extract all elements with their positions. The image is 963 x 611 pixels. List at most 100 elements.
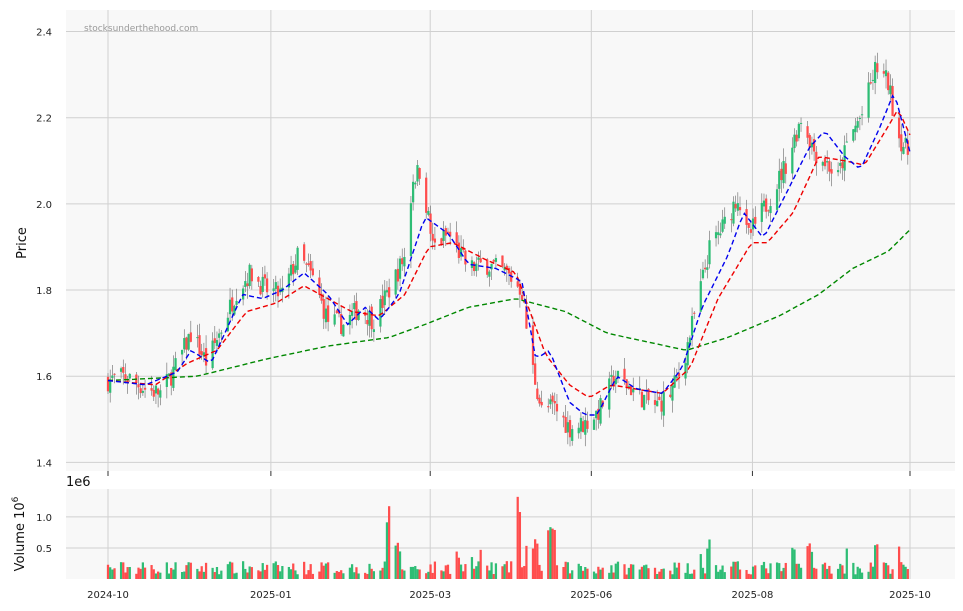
volume-bar: [534, 539, 537, 579]
volume-bar: [699, 554, 702, 579]
volume-bar: [414, 566, 417, 579]
candle-body: [564, 417, 567, 433]
candle-body: [852, 129, 855, 141]
volume-bar: [693, 569, 696, 579]
volume-bar: [444, 565, 447, 579]
candle-body: [333, 314, 336, 325]
volume-bars: [106, 496, 909, 579]
volume-bar: [364, 572, 367, 579]
volume-bar: [614, 563, 617, 579]
volume-bar: [388, 506, 391, 579]
candle-body: [754, 216, 757, 224]
candle-body: [784, 163, 787, 174]
volume-bar: [841, 565, 844, 579]
candle-body: [906, 140, 909, 155]
volume-bar: [616, 561, 620, 579]
candle-body: [858, 118, 861, 120]
volume-bar: [627, 567, 630, 579]
volume-bar: [475, 566, 478, 579]
volume-bar: [745, 569, 748, 579]
volume-bar: [778, 563, 781, 579]
volume-bar: [586, 568, 589, 579]
candle-body: [891, 86, 894, 116]
volume-bar: [457, 557, 460, 579]
candle-body: [566, 422, 569, 433]
candle-body: [272, 288, 275, 292]
volume-bar: [669, 570, 672, 579]
volume-bar: [730, 566, 733, 579]
volume-bar: [810, 551, 814, 579]
candle-body: [385, 290, 389, 293]
volume-bar: [562, 567, 565, 579]
volume-bar: [900, 562, 903, 579]
candle-body: [612, 375, 615, 387]
volume-bar: [860, 572, 864, 579]
candle-body: [623, 368, 626, 380]
candle-body: [721, 219, 724, 232]
volume-bar: [675, 567, 678, 579]
candle-body: [440, 238, 443, 245]
candle-body: [200, 351, 203, 356]
candle-body: [887, 72, 890, 91]
candle-body: [826, 161, 829, 163]
candle-body: [183, 338, 186, 350]
candle-body: [571, 429, 574, 441]
candle-body: [350, 311, 354, 316]
volume-bar: [754, 565, 757, 579]
candle-body: [688, 337, 692, 346]
volume-bar: [150, 565, 153, 579]
volume-bar: [333, 572, 336, 579]
volume-bar: [501, 566, 504, 579]
candle-body: [348, 314, 352, 326]
candle-body: [531, 325, 535, 365]
volume-bar: [109, 567, 112, 579]
volume-bar: [904, 566, 907, 579]
volume-bar: [706, 548, 709, 579]
volume-bar: [734, 561, 737, 579]
candle-body: [324, 308, 328, 323]
volume-bar: [383, 561, 386, 579]
candle-body: [150, 388, 153, 391]
x-tick-label: 2025-08: [732, 590, 774, 601]
volume-bar: [553, 529, 556, 579]
candle-body: [213, 338, 216, 344]
candle-body: [215, 340, 219, 346]
volume-bar: [446, 564, 450, 579]
candle-body: [684, 363, 687, 379]
candle-body: [507, 267, 511, 274]
candle-body: [370, 306, 373, 330]
volume-bar: [642, 565, 646, 579]
candle-body: [616, 370, 620, 379]
candle-body: [608, 378, 611, 410]
candle-body: [568, 420, 572, 438]
volume-bar: [547, 530, 550, 579]
candle-body: [821, 162, 824, 166]
volume-axis-title-base: Volume 10: [13, 502, 28, 571]
volume-bar: [326, 562, 330, 579]
price-axis-title: Price: [15, 227, 30, 259]
volume-bar: [518, 512, 522, 579]
volume-bar: [357, 573, 360, 579]
candle-body: [730, 219, 733, 221]
volume-bar: [477, 561, 480, 579]
candle-body: [226, 317, 229, 332]
volume-bar: [723, 572, 726, 579]
candle-body: [106, 376, 110, 392]
volume-bar: [157, 571, 160, 579]
candle-body: [799, 122, 803, 124]
candle-body: [248, 264, 251, 287]
volume-bar: [449, 573, 452, 579]
volume-bar: [296, 574, 299, 579]
candle-body: [660, 400, 663, 412]
candle-body: [669, 394, 672, 397]
volume-bar: [503, 564, 506, 579]
volume-y-tick-labels: 0.5 1.0: [36, 513, 52, 555]
candle-body: [433, 238, 437, 243]
candle-body: [871, 79, 875, 81]
volume-bar: [303, 561, 306, 579]
x-tick-label: 2025-01: [250, 590, 292, 601]
volume-bar: [340, 570, 343, 579]
volume-bar: [645, 564, 648, 579]
candle-body: [723, 216, 726, 224]
volume-bar: [876, 544, 879, 579]
